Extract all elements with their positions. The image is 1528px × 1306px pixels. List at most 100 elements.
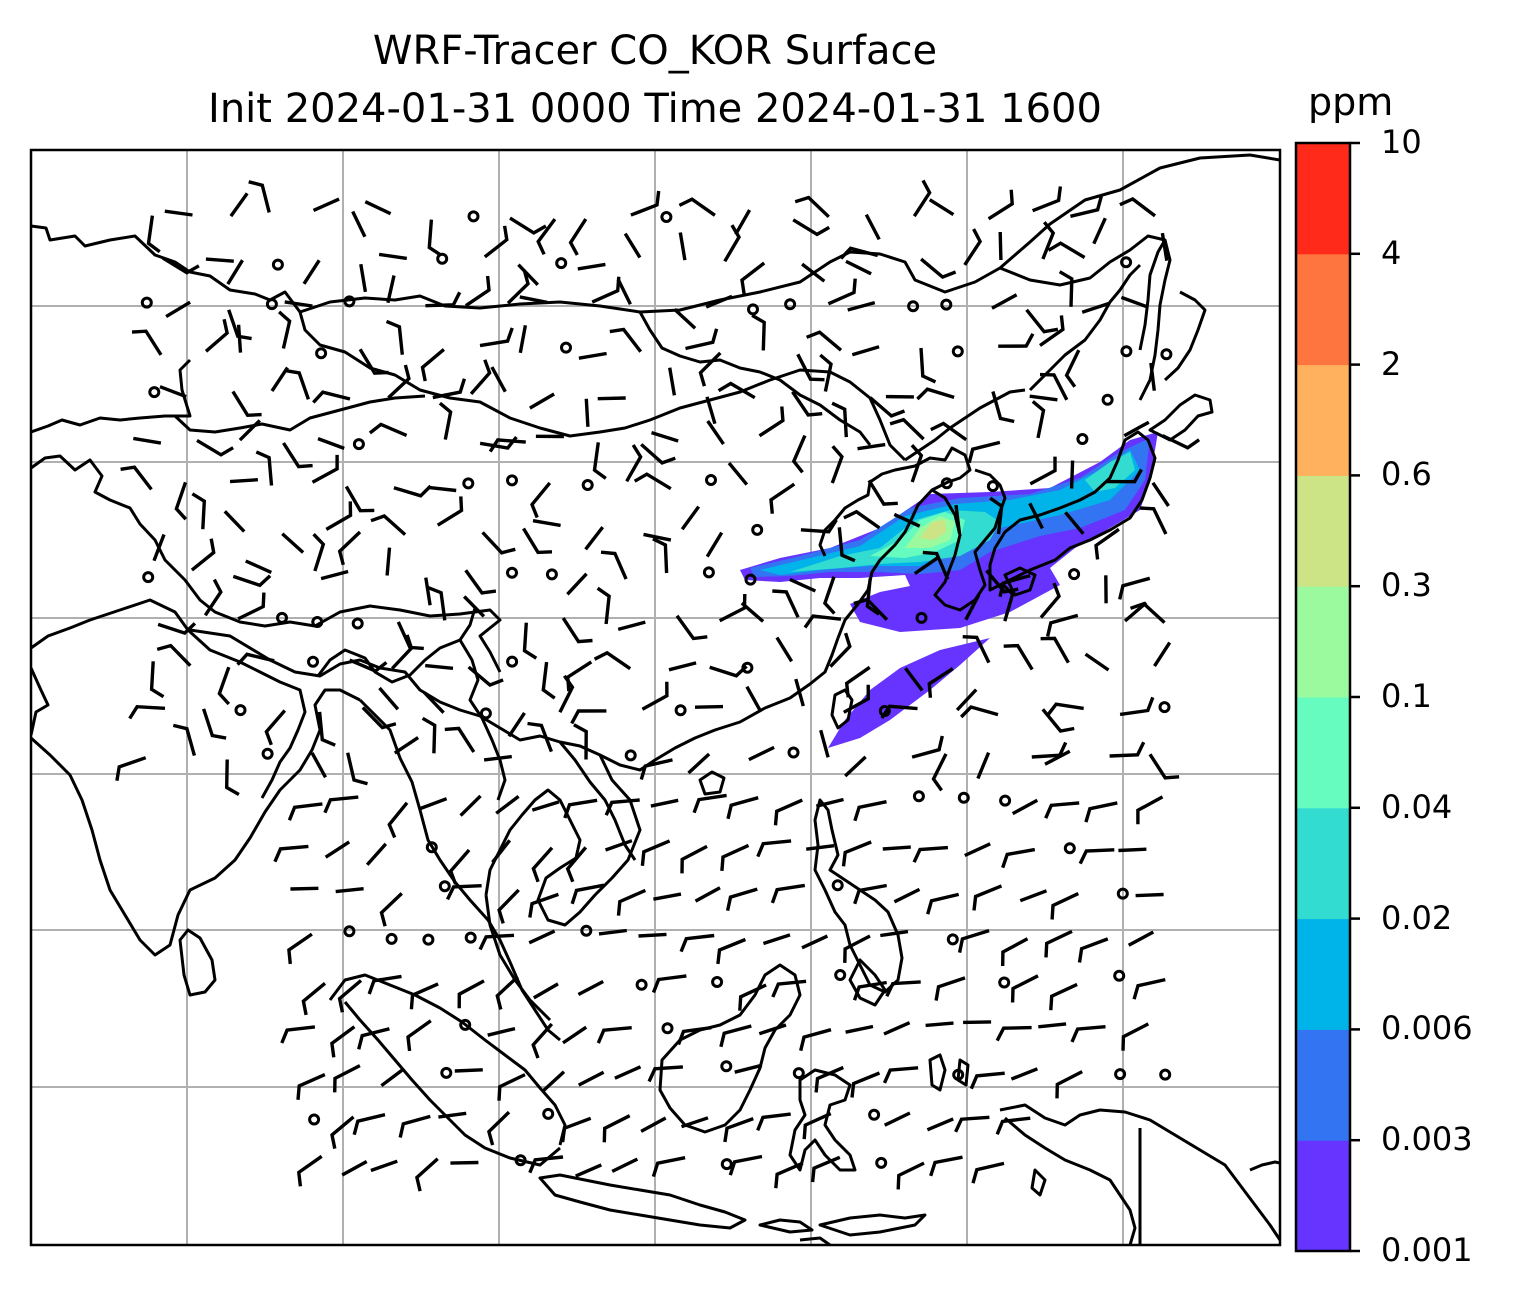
wind-barb [633, 472, 672, 491]
wind-barb [1039, 315, 1065, 347]
wind-barb [913, 556, 939, 575]
wind-barb [428, 485, 457, 493]
wind-barb [236, 324, 243, 353]
wind-barb [359, 263, 368, 293]
wind-barb [357, 1027, 390, 1050]
wind-barb [565, 846, 588, 883]
wind-barb [352, 1112, 386, 1136]
wind-barb [562, 1025, 588, 1045]
wind-barb [450, 1160, 479, 1165]
wind-barb [361, 706, 397, 730]
wind-barb [919, 347, 937, 384]
calm-wind-circle [661, 1022, 674, 1035]
wind-barb [570, 883, 605, 905]
wind-barb [991, 391, 1015, 424]
wind-barb [1049, 982, 1078, 1011]
calm-wind-circle [998, 976, 1011, 989]
wind-barb [847, 300, 876, 312]
wind-barb [542, 1070, 566, 1092]
wind-barb [976, 751, 991, 780]
wind-barb [819, 353, 833, 392]
colorbar-tick-label: 2 [1381, 344, 1402, 383]
calm-wind-circle [999, 794, 1012, 807]
wind-barb [317, 437, 345, 450]
wind-barb [967, 440, 1001, 464]
wind-barb [889, 417, 925, 441]
wind-barb [285, 368, 311, 400]
wind-barb [864, 213, 881, 241]
colorbar-tick-label: 0.3 [1381, 566, 1432, 605]
wind-barb [1094, 527, 1120, 560]
calm-wind-circle [140, 296, 153, 309]
wind-barb [723, 224, 741, 263]
wind-barb [146, 215, 161, 254]
wind-barb [839, 246, 879, 260]
calm-wind-circle [702, 566, 715, 579]
wind-barb [467, 665, 504, 687]
wind-barb [591, 276, 621, 304]
wind-barb [364, 200, 392, 216]
wind-barb [287, 802, 323, 821]
wind-barb [531, 1022, 554, 1059]
coastline-new-guinea [999, 1103, 1280, 1241]
wind-barb [614, 1065, 642, 1080]
wind-barb [652, 537, 669, 574]
wind-barb [630, 190, 661, 217]
wind-barb [850, 1071, 881, 1098]
calm-wind-circle [425, 841, 438, 854]
wind-barb [333, 1064, 361, 1093]
wind-barb [643, 532, 672, 542]
wind-barb [1047, 241, 1086, 259]
wind-barb [668, 661, 697, 672]
wind-barb [584, 526, 605, 551]
wind-barb [409, 982, 439, 1010]
wind-barb [1003, 643, 1034, 671]
wind-barb [954, 1115, 990, 1133]
wind-barb [680, 844, 708, 874]
wind-barb [529, 392, 555, 410]
wind-barb [1064, 511, 1085, 535]
wind-barb [896, 1161, 925, 1190]
coastline-java [538, 1173, 747, 1230]
wind-barb [223, 510, 246, 533]
calm-wind-circle [751, 523, 764, 536]
wind-barb [745, 685, 762, 713]
wind-barb [351, 210, 367, 238]
wind-barb [519, 295, 548, 305]
wind-barb [448, 848, 471, 885]
calm-wind-circle [142, 571, 155, 584]
wind-barb [963, 228, 983, 266]
wind-barb [1151, 481, 1170, 507]
wind-barb [1123, 420, 1150, 438]
wind-barb [1149, 362, 1156, 391]
plume-band-core [920, 520, 946, 540]
wind-barb [651, 1156, 686, 1178]
wind-barb [773, 798, 803, 826]
wind-barb [341, 1160, 368, 1177]
wind-barb [149, 661, 165, 699]
wind-barb [830, 445, 844, 484]
wind-barb [955, 688, 978, 712]
wind-barb [157, 622, 197, 636]
wind-barb [323, 795, 359, 814]
wind-barb [843, 934, 871, 963]
wind-barb [805, 844, 835, 851]
wind-barb [231, 390, 262, 418]
calm-wind-circle [343, 925, 356, 938]
wind-barb [650, 430, 679, 443]
coastline-maluku [928, 1053, 1047, 1197]
calm-wind-circle [787, 746, 800, 759]
wind-barb [998, 573, 1031, 598]
wind-barb [882, 845, 911, 851]
wind-barb [726, 796, 759, 820]
wind-barb [706, 420, 725, 446]
wind-barb [575, 1163, 602, 1178]
wind-barb [427, 586, 447, 621]
wind-barb [912, 845, 949, 863]
wind-barb [1044, 929, 1073, 958]
wind-barb [723, 1117, 754, 1143]
wind-barb [270, 366, 289, 392]
calm-wind-circle [952, 1068, 965, 1081]
colorbar-tick-label: 0.02 [1381, 898, 1453, 937]
wind-barb [1118, 576, 1151, 600]
